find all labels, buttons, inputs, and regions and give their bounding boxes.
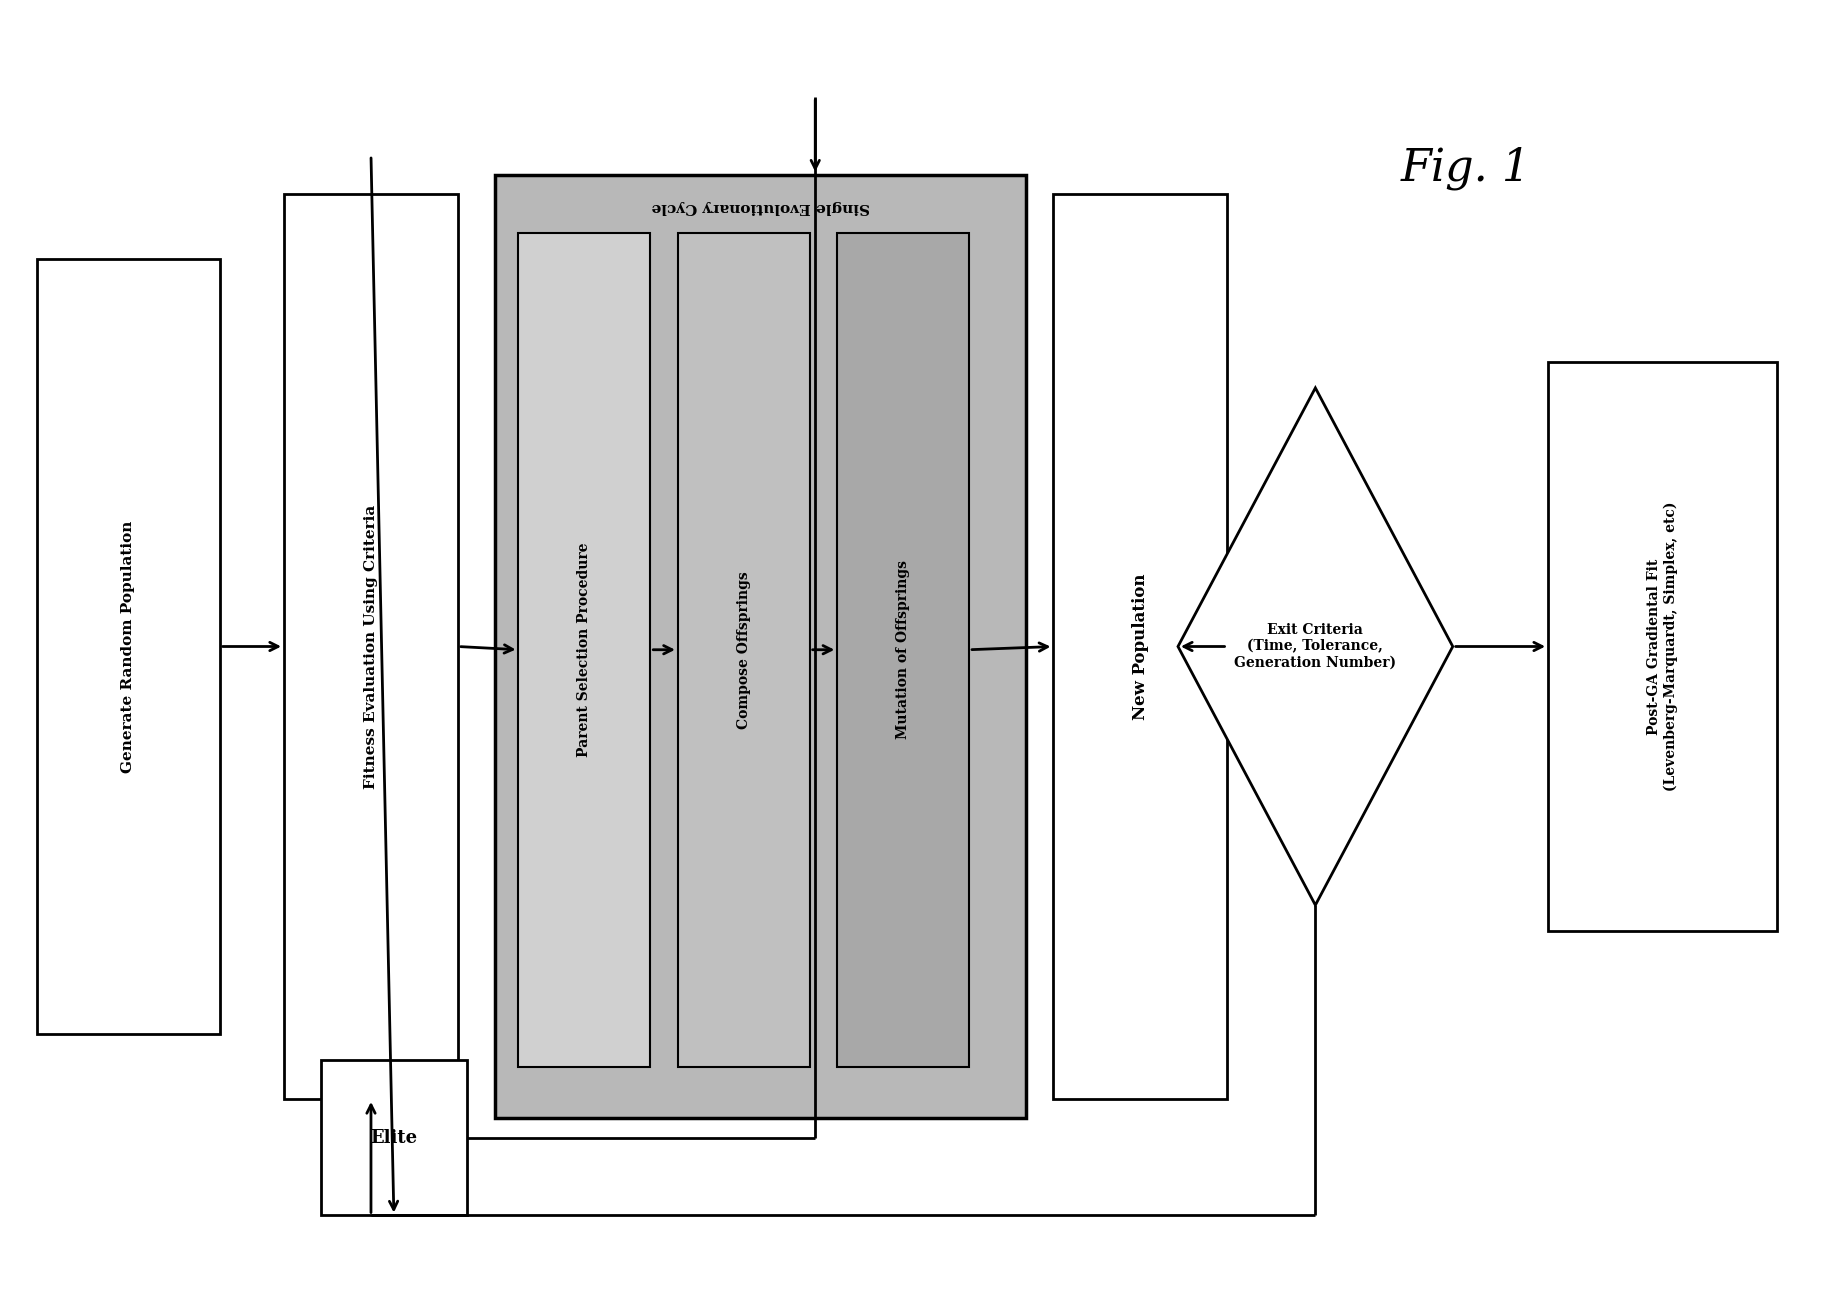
- Text: Mutation of Offsprings: Mutation of Offsprings: [896, 560, 911, 740]
- Bar: [1548, 362, 1777, 931]
- Text: Compose Offsprings: Compose Offsprings: [736, 570, 751, 729]
- Text: Parent Selection Procedure: Parent Selection Procedure: [577, 543, 592, 756]
- Bar: [37, 259, 220, 1034]
- Bar: [1053, 194, 1227, 1099]
- Text: Fig. 1: Fig. 1: [1400, 146, 1532, 190]
- Bar: [495, 175, 1026, 1118]
- Text: Generate Random Population: Generate Random Population: [121, 520, 136, 773]
- Text: Single Evolutionary Cycle: Single Evolutionary Cycle: [650, 200, 870, 213]
- Bar: [284, 194, 458, 1099]
- Text: Post-GA Gradiental Fit
(Levenberg-Marquardt, Simplex, etc): Post-GA Gradiental Fit (Levenberg-Marqua…: [1647, 502, 1678, 791]
- Text: Elite: Elite: [370, 1129, 418, 1147]
- Bar: [678, 233, 810, 1067]
- Text: Exit Criteria
(Time, Tolerance,
Generation Number): Exit Criteria (Time, Tolerance, Generati…: [1235, 623, 1396, 670]
- Bar: [321, 1060, 467, 1215]
- Text: New Population: New Population: [1132, 573, 1149, 720]
- Bar: [518, 233, 650, 1067]
- Text: Fitness Evaluation Using Criteria: Fitness Evaluation Using Criteria: [365, 504, 377, 789]
- Polygon shape: [1178, 388, 1453, 905]
- Bar: [837, 233, 969, 1067]
